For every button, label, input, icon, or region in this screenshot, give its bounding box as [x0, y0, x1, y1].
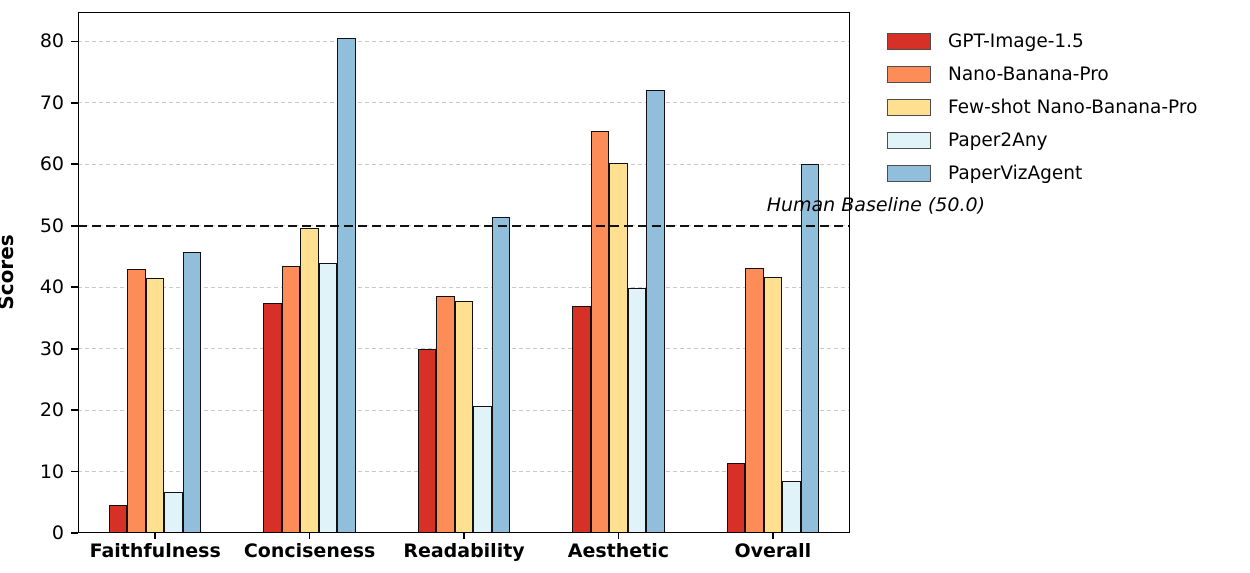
bar — [145, 278, 165, 533]
legend-item: PaperVizAgent — [887, 163, 1197, 184]
x-category-label: Readability — [403, 540, 525, 562]
bar — [627, 287, 647, 533]
legend-label: GPT-Image-1.5 — [948, 31, 1084, 52]
legend-item: GPT-Image-1.5 — [887, 31, 1197, 52]
y-tick-mark — [71, 409, 78, 412]
baseline-line — [78, 224, 850, 227]
baseline-annotation: Human Baseline (50.0) — [766, 194, 985, 216]
bar — [417, 348, 437, 533]
bar — [300, 228, 319, 533]
bar — [318, 262, 338, 533]
bar — [164, 492, 183, 533]
x-tick-mark — [154, 533, 157, 539]
legend-item: Few-shot Nano-Banana-Pro — [887, 97, 1198, 118]
y-tick-mark — [71, 470, 78, 473]
legend-label: Nano-Banana-Pro — [948, 64, 1109, 85]
y-tick-label: 40 — [39, 276, 64, 299]
y-tick-label: 30 — [39, 337, 64, 360]
bar — [572, 306, 591, 533]
legend-label: Few-shot Nano-Banana-Pro — [948, 97, 1198, 118]
bar — [436, 296, 455, 533]
legend-item: Paper2Any — [887, 130, 1197, 151]
bar — [800, 163, 820, 533]
x-tick-mark — [463, 533, 465, 539]
y-tick-mark — [71, 163, 78, 166]
bar — [609, 162, 628, 533]
bar — [337, 37, 356, 533]
legend-label: PaperVizAgent — [948, 163, 1083, 184]
plot-area — [78, 12, 850, 533]
legend-swatch — [887, 33, 931, 50]
bar — [745, 268, 764, 533]
bar — [108, 504, 128, 533]
gridline — [78, 163, 850, 165]
bar — [473, 406, 492, 533]
x-tick-mark — [308, 533, 311, 539]
y-tick-mark — [71, 286, 78, 289]
y-tick-mark — [71, 224, 78, 227]
x-category-label: Overall — [734, 540, 812, 562]
bar — [590, 130, 610, 533]
bar — [263, 302, 282, 533]
y-tick-label: 50 — [39, 214, 64, 237]
legend-item: Nano-Banana-Pro — [887, 64, 1197, 85]
legend-swatch — [887, 99, 931, 116]
y-tick-label: 70 — [39, 91, 64, 114]
legend-swatch — [887, 165, 931, 182]
bar — [646, 90, 665, 533]
bar — [763, 276, 783, 533]
y-tick-mark — [71, 532, 78, 534]
y-tick-label: 60 — [39, 153, 64, 176]
y-tick-mark — [71, 102, 78, 104]
x-tick-mark — [617, 533, 620, 539]
x-tick-mark — [771, 533, 774, 539]
y-tick-mark — [71, 40, 78, 43]
legend-label: Paper2Any — [948, 130, 1048, 151]
legend-swatch — [887, 132, 931, 149]
x-category-label: Faithfulness — [89, 540, 221, 562]
y-tick-mark — [71, 347, 78, 350]
y-tick-label: 80 — [39, 30, 64, 53]
legend-swatch — [887, 66, 931, 83]
x-category-label: Aesthetic — [567, 540, 670, 562]
gridline — [78, 40, 850, 42]
bar — [127, 268, 146, 533]
bar — [281, 265, 301, 533]
bar — [454, 301, 474, 533]
bar — [782, 480, 801, 533]
bar — [182, 251, 202, 533]
bar — [491, 217, 511, 533]
gridline — [78, 102, 850, 104]
x-category-label: Conciseness — [243, 540, 376, 562]
legend: GPT-Image-1.5 Nano-Banana-Pro Few-shot Nan… — [887, 31, 1198, 198]
y-axis-label: Scores — [0, 234, 18, 310]
bar — [726, 462, 746, 533]
y-tick-label: 20 — [39, 399, 64, 422]
y-tick-label: 10 — [39, 460, 64, 483]
y-tick-label: 0 — [51, 522, 64, 544]
gridline — [78, 286, 850, 288]
